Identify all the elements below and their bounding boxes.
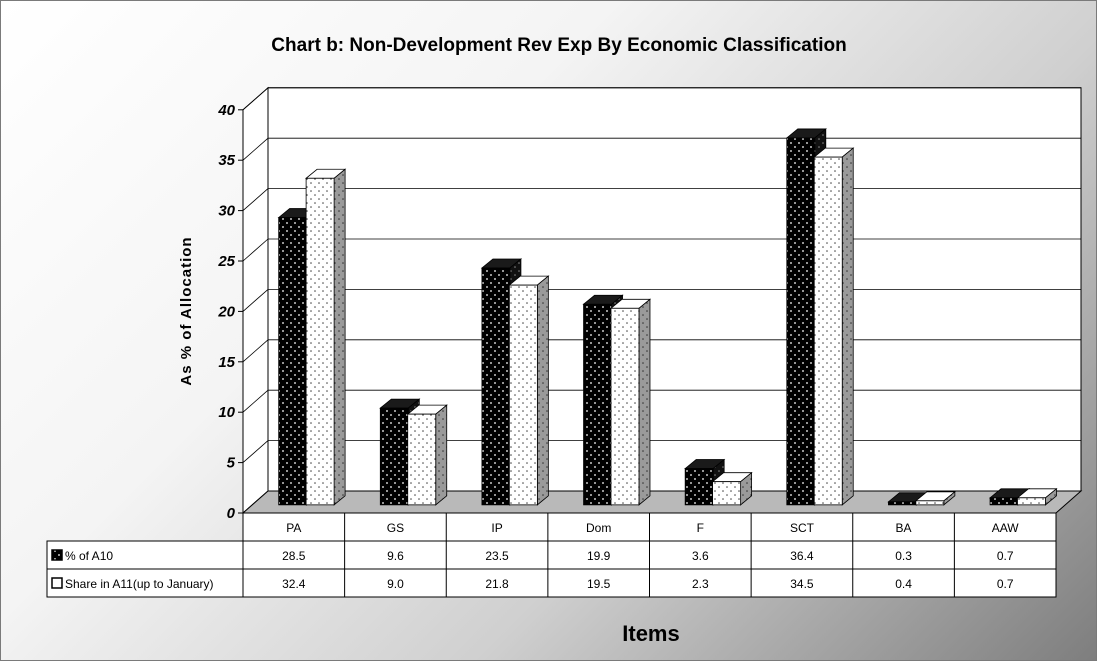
x-tick-label: Dom (586, 521, 611, 535)
bar-front (712, 481, 742, 506)
bar-GS-series-2 (406, 404, 448, 506)
gridline-side (242, 87, 269, 111)
bar-front (813, 156, 843, 506)
bar-SCT-series-2 (813, 147, 855, 506)
y-tick-label: 25 (217, 253, 235, 270)
y-tick-label: 20 (217, 303, 235, 320)
x-tick-label: F (697, 521, 704, 535)
gridline-side (242, 188, 269, 211)
bar-Dom-series-2 (609, 298, 652, 506)
bar-side (333, 168, 346, 506)
bar-front (407, 413, 437, 506)
data-label: 2.3 (692, 577, 709, 591)
gridline-side (242, 339, 269, 363)
bar-front (278, 217, 308, 506)
bar-side (841, 147, 854, 506)
x-tick-label: SCT (790, 521, 815, 535)
gridline-side (242, 289, 269, 312)
floor (241, 490, 1083, 514)
x-tick-label: GS (387, 521, 404, 535)
x-tick-label: AAW (992, 521, 1020, 535)
bar-front (1017, 497, 1046, 506)
bars (277, 128, 1058, 506)
x-tick-label: IP (491, 521, 502, 535)
legend-swatch-1 (51, 549, 63, 561)
gridline-side (242, 389, 269, 413)
bar-front (583, 303, 612, 506)
chart-title: Chart b: Non-Development Rev Exp By Econ… (271, 35, 846, 56)
data-label: 21.8 (485, 577, 509, 591)
data-label: 19.9 (587, 549, 611, 563)
gridline-side (242, 137, 269, 161)
data-label: 3.6 (692, 549, 709, 563)
legend-swatch-2 (51, 577, 63, 589)
y-tick-label: 5 (227, 455, 236, 472)
bar-front (989, 497, 1019, 506)
gridline-side (242, 440, 269, 463)
y-tick-label: 0 (227, 505, 236, 522)
y-tick-label: 40 (217, 102, 235, 119)
bar-front (379, 407, 409, 506)
data-label: 0.3 (895, 549, 912, 563)
data-label: 34.5 (790, 577, 814, 591)
data-label: 0.7 (997, 549, 1014, 563)
data-label: 0.4 (895, 577, 912, 591)
data-label: 32.4 (282, 577, 306, 591)
data-label: 9.6 (387, 549, 404, 563)
plot-walls (241, 86, 1083, 515)
bar-front (684, 468, 714, 506)
bar-PA-series-2 (304, 168, 347, 506)
bar-front (610, 307, 640, 506)
bar-front (305, 177, 335, 506)
y-axis-ticks: 0 5 10 15 20 25 30 35 40 (217, 102, 243, 522)
y-tick-label: 15 (218, 354, 235, 371)
bar-front (888, 501, 917, 506)
bar-side (638, 298, 651, 506)
y-axis-title: As % of Allocation (178, 236, 195, 385)
data-label: 36.4 (790, 549, 814, 563)
bar-front (481, 267, 511, 506)
bar-front (786, 137, 816, 506)
bar-front (915, 500, 945, 506)
data-table: PA GS IP Dom F SCT BA AAW % of A10 28.5 9.6 23.5 19.… (46, 512, 1057, 598)
x-tick-label: BA (896, 521, 912, 535)
y-tick-label: 35 (218, 152, 235, 169)
legend-label-2: Share in A11(up to January) (65, 577, 214, 591)
data-label: 19.5 (587, 577, 611, 591)
bar-BA-series-2 (914, 490, 956, 506)
data-label: 0.7 (997, 577, 1014, 591)
legend-label-1: % of A10 (65, 549, 113, 563)
x-axis-title: Items (622, 621, 679, 646)
bar-front (508, 284, 538, 506)
y-tick-label: 10 (218, 404, 235, 421)
data-label: 28.5 (282, 549, 306, 563)
gridline-side (242, 238, 269, 262)
bar-IP-series-2 (508, 275, 550, 506)
y-tick-label: 30 (218, 203, 235, 220)
bar-AAW-series-2 (1016, 487, 1058, 506)
bar-side (435, 404, 448, 506)
bar-side (536, 275, 549, 506)
data-label: 23.5 (485, 549, 509, 563)
bar-F-series-2 (711, 471, 753, 506)
x-tick-label: PA (286, 521, 301, 535)
data-label: 9.0 (387, 577, 404, 591)
